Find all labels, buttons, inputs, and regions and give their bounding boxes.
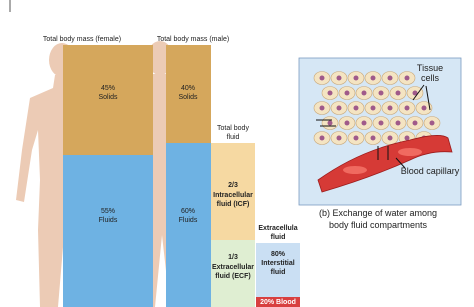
female-title: Total body mass (female) [43,36,121,43]
nucleus [353,105,359,111]
percent: 80% [271,251,286,258]
nucleus [421,105,427,111]
nucleus [319,105,325,111]
label: Solids [178,94,198,101]
female-fluids [63,155,153,307]
label: fluid (ICF) [217,201,250,208]
nucleus [327,90,333,96]
label: Interstitial [261,260,295,267]
rbc [343,166,367,174]
ecf-box [211,240,255,307]
nucleus [370,75,376,81]
ext-title: Extracellula [258,225,297,232]
nucleus [327,120,333,126]
label: fluid (ECF) [215,273,250,280]
fraction: 2/3 [228,182,238,189]
nucleus [387,105,393,111]
percent: 45% [101,85,115,92]
blood-box [256,297,300,307]
label: Solids [98,94,118,101]
tbf-title: Total body [217,125,249,132]
female-solids [63,45,153,155]
nucleus [395,120,401,126]
nucleus [412,120,418,126]
icf-box [211,143,255,240]
nucleus [319,75,325,81]
nucleus [336,135,342,141]
tissue-label: cells [421,73,440,83]
ext-title: fluid [271,234,286,241]
nucleus [344,90,350,96]
nucleus [387,135,393,141]
percent: 40% [181,85,195,92]
male-solids [166,45,211,143]
nucleus [344,120,350,126]
label: Intracellular [213,192,253,199]
label: Extracellular [212,264,254,271]
nucleus [336,75,342,81]
percent: 60% [181,208,195,215]
label: fluid [271,269,286,276]
nucleus [404,105,410,111]
label: 20% Blood [260,299,296,306]
male-fluids [166,143,211,307]
rbc [398,148,422,156]
nucleus [353,135,359,141]
label: Fluids [99,217,118,224]
nucleus [370,135,376,141]
tissue-label: Tissue [417,63,443,73]
capillary-label: Blood capillary [401,166,460,176]
nucleus [370,105,376,111]
nucleus [404,135,410,141]
nucleus [353,75,359,81]
nucleus [319,135,325,141]
caption: body fluid compartments [329,220,428,230]
caption: (b) Exchange of water among [319,208,437,218]
interstitial-box [256,243,300,297]
tbf-title: fluid [227,134,240,141]
fraction: 1/3 [228,254,238,261]
nucleus [412,90,418,96]
nucleus [378,90,384,96]
nucleus [404,75,410,81]
nucleus [361,90,367,96]
nucleus [395,90,401,96]
male-title: Total body mass (male) [157,36,229,43]
nucleus [429,120,435,126]
percent: 55% [101,208,115,215]
label: Fluids [179,217,198,224]
nucleus [361,120,367,126]
arrows [316,84,431,169]
nucleus [378,120,384,126]
nucleus [387,75,393,81]
nucleus [336,105,342,111]
